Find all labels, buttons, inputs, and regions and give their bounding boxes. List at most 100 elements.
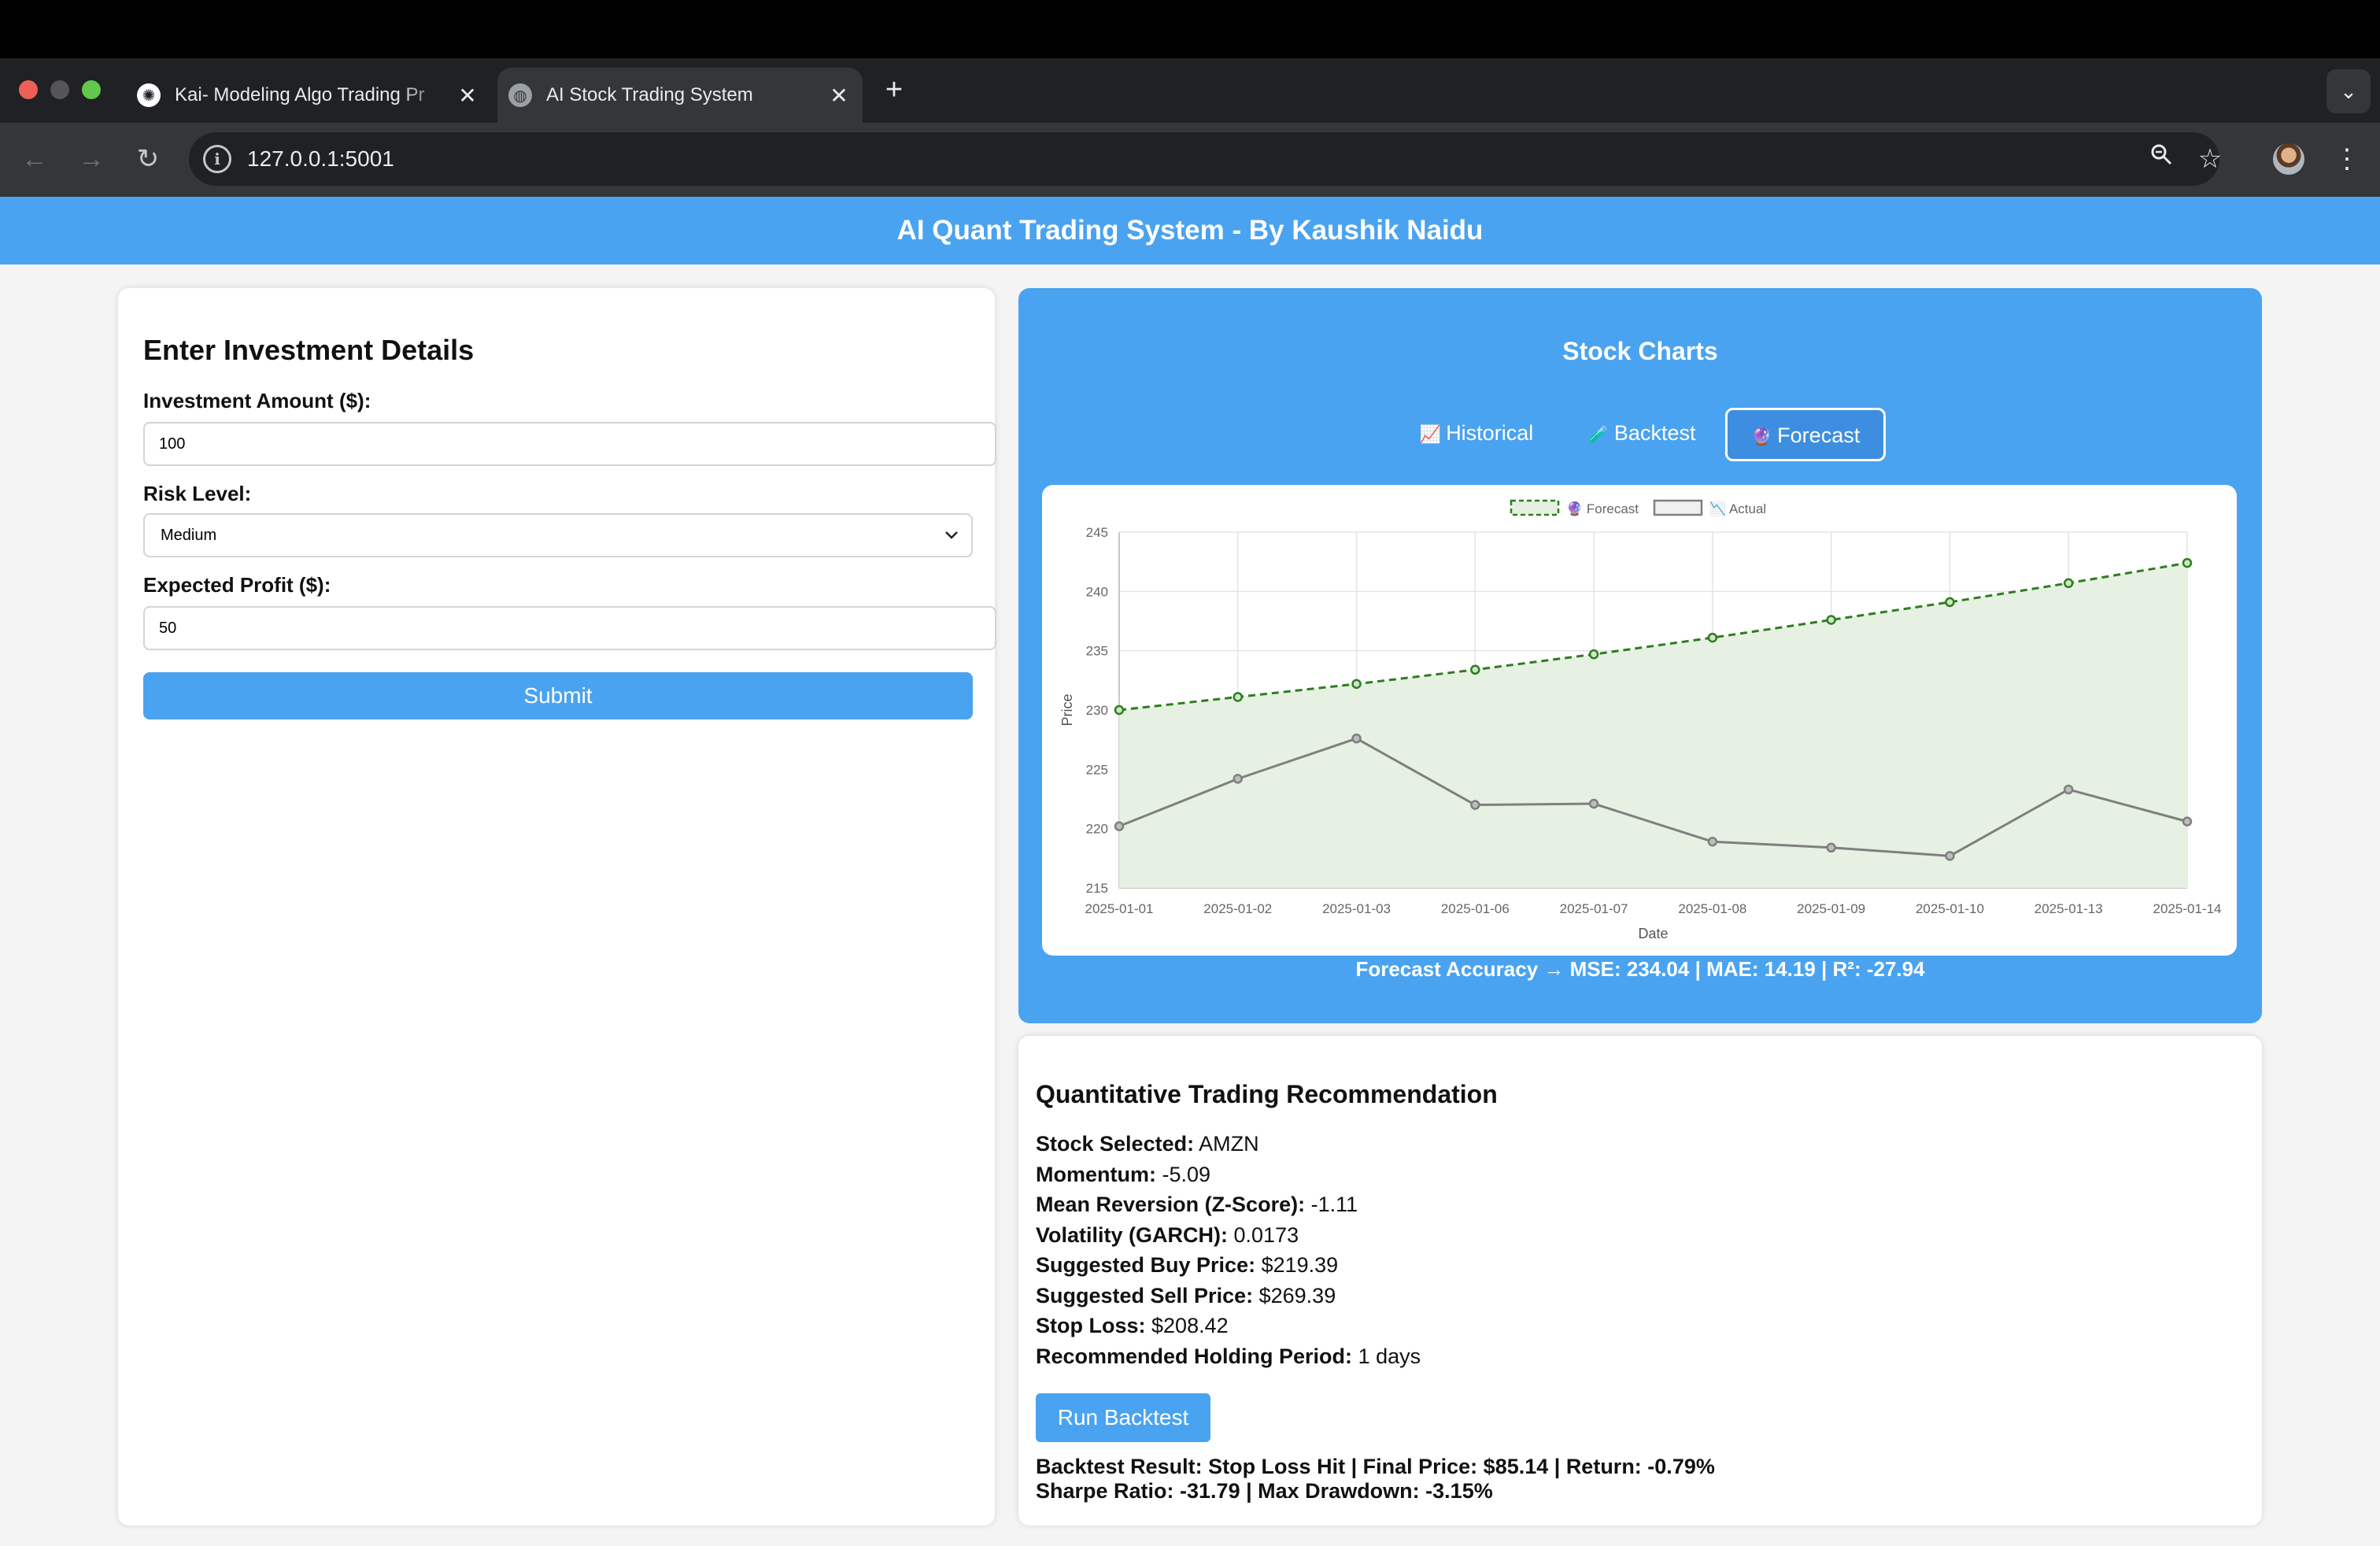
x-tick-label: 2025-01-06 (1441, 901, 1510, 916)
rec-buy-price: Suggested Buy Price: $219.39 (1036, 1250, 1421, 1281)
legend-forecast-swatch (1511, 501, 1558, 515)
forecast-point (1471, 666, 1479, 674)
legend-actual-label: 📉 Actual (1709, 501, 1766, 516)
forecast-accuracy-metrics: Forecast Accuracy → MSE: 234.04 | MAE: 1… (1018, 957, 2262, 982)
site-info-icon[interactable]: i (203, 145, 231, 173)
forecast-point (1115, 706, 1123, 714)
tab-backtest[interactable]: 🧪 Backtest (1574, 408, 1709, 461)
forecast-point (1353, 680, 1361, 688)
forward-arrow-icon[interactable]: → (74, 142, 109, 176)
openai-favicon-icon: ✺ (137, 83, 161, 107)
backtest-result-line2: Sharpe Ratio: -31.79 | Max Drawdown: -3.… (1036, 1479, 1715, 1503)
expected-profit-input[interactable] (143, 606, 996, 650)
tab-historical[interactable]: 📈 Historical (1407, 408, 1546, 461)
tab-title: AI Stock Trading System (546, 84, 825, 106)
test-tube-icon: 🧪 (1588, 424, 1609, 444)
new-tab-button[interactable]: + (878, 74, 910, 105)
browser-tab-ai-stock[interactable]: ◍ AI Stock Trading System ✕ (497, 68, 863, 123)
x-tick-label: 2025-01-01 (1085, 901, 1154, 916)
expected-profit-label: Expected Profit ($): (143, 573, 331, 597)
x-tick-label: 2025-01-03 (1322, 901, 1391, 916)
browser-tab-kai[interactable]: ✺ Kai- Modeling Algo Trading Pr ✕ (126, 68, 491, 123)
forecast-point (2064, 579, 2072, 587)
risk-level-select[interactable]: Medium (143, 513, 973, 557)
y-tick-label: 245 (1086, 525, 1108, 540)
recommendation-card: Quantitative Trading Recommendation Stoc… (1018, 1036, 2262, 1526)
url-text[interactable]: 127.0.0.1:5001 (247, 145, 394, 173)
maximize-window-button[interactable] (82, 80, 101, 99)
rec-holding-period: Recommended Holding Period: 1 days (1036, 1341, 1421, 1372)
tab-close-icon[interactable]: ✕ (453, 83, 482, 109)
forecast-point (1590, 650, 1598, 658)
tab-close-icon[interactable]: ✕ (825, 83, 853, 109)
rec-stop-loss: Stop Loss: $208.42 (1036, 1311, 1421, 1341)
legend-actual-swatch (1654, 501, 1702, 515)
window-titlebar (0, 0, 2380, 58)
y-axis-title: Price (1059, 693, 1075, 726)
x-tick-label: 2025-01-10 (1916, 901, 1984, 916)
stock-charts-card: Stock Charts 📈 Historical 🧪 Backtest 🔮 Fore… (1018, 288, 2262, 1023)
reload-icon[interactable]: ↻ (131, 142, 165, 176)
page-content: AI Quant Trading System - By Kaushik Nai… (0, 197, 2380, 1546)
rec-volatility: Volatility (GARCH): 0.0173 (1036, 1220, 1421, 1251)
actual-point (1590, 800, 1598, 808)
tab-search-chevron-icon[interactable]: ⌄ (2326, 69, 2371, 113)
x-tick-label: 2025-01-14 (2153, 901, 2222, 916)
tab-label: Backtest (1614, 421, 1696, 445)
actual-point (1115, 823, 1123, 830)
actual-point (1709, 838, 1717, 845)
x-tick-label: 2025-01-13 (2034, 901, 2103, 916)
risk-level-label: Risk Level: (143, 482, 251, 506)
back-arrow-icon[interactable]: ← (17, 142, 52, 176)
x-tick-label: 2025-01-09 (1797, 901, 1865, 916)
recommendation-title: Quantitative Trading Recommendation (1036, 1080, 1498, 1109)
kebab-menu-icon[interactable]: ⋮ (2331, 142, 2363, 176)
forecast-point (1234, 693, 1242, 701)
actual-point (1828, 844, 1835, 852)
forecast-point (1946, 598, 1953, 606)
recommendation-list: Stock Selected: AMZN Momentum: -5.09 Mea… (1036, 1129, 1421, 1371)
legend-forecast-label: 🔮 Forecast (1566, 501, 1639, 516)
minimize-window-button[interactable] (50, 80, 69, 99)
zoom-icon[interactable] (2144, 142, 2179, 176)
close-window-button[interactable] (19, 80, 38, 99)
x-axis-title: Date (1638, 926, 1668, 941)
tab-forecast[interactable]: 🔮 Forecast (1725, 408, 1886, 461)
y-tick-label: 225 (1086, 762, 1108, 777)
rec-sell-price: Suggested Sell Price: $269.39 (1036, 1281, 1421, 1311)
risk-level-value: Medium (161, 527, 216, 544)
chart-up-icon: 📈 (1420, 424, 1441, 444)
address-bar[interactable] (189, 132, 2219, 186)
rec-mean-reversion: Mean Reversion (Z-Score): -1.11 (1036, 1189, 1421, 1220)
submit-button[interactable]: Submit (143, 672, 973, 719)
x-tick-label: 2025-01-07 (1560, 901, 1628, 916)
backtest-result-line1: Backtest Result: Stop Loss Hit | Final P… (1036, 1455, 1715, 1479)
app-header: AI Quant Trading System - By Kaushik Nai… (0, 197, 2380, 264)
forecast-chart: 215 220 225 230 235 240 245 2025-01-01 2025-01-0… (1042, 485, 2237, 956)
chevron-down-icon (943, 515, 960, 571)
charts-title: Stock Charts (1018, 337, 2262, 366)
forecast-point (1828, 616, 1835, 623)
y-tick-label: 215 (1086, 881, 1108, 896)
actual-point (1234, 775, 1242, 782)
investment-amount-input[interactable] (143, 422, 996, 466)
actual-point (2183, 818, 2191, 826)
actual-point (1353, 734, 1361, 742)
crystal-ball-icon: 🔮 (1751, 427, 1772, 446)
run-backtest-button[interactable]: Run Backtest (1036, 1393, 1210, 1442)
forecast-point (2183, 559, 2191, 567)
series-fill-area (1119, 563, 2187, 888)
rec-momentum: Momentum: -5.09 (1036, 1160, 1421, 1190)
bookmark-star-icon[interactable]: ☆ (2193, 142, 2227, 176)
globe-favicon-icon: ◍ (508, 83, 532, 107)
y-tick-label: 240 (1086, 584, 1108, 599)
y-tick-label: 235 (1086, 644, 1108, 659)
tab-label: Forecast (1777, 423, 1860, 447)
investment-form-card: Enter Investment Details Investment Amou… (118, 288, 995, 1526)
rec-stock-selected: Stock Selected: AMZN (1036, 1129, 1421, 1160)
tab-title: Kai- Modeling Algo Trading Pr (175, 84, 453, 106)
profile-avatar[interactable] (2273, 143, 2304, 175)
actual-point (1946, 852, 1953, 860)
forecast-chart-svg: 215 220 225 230 235 240 245 2025-01-01 2025-01-0… (1042, 485, 2237, 956)
y-tick-label: 230 (1086, 703, 1108, 718)
